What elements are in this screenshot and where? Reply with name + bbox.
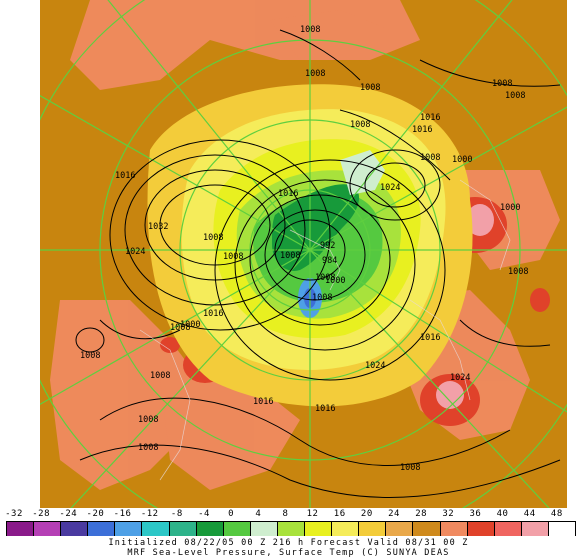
lat-lon-grid xyxy=(40,0,567,508)
colorbar-segment xyxy=(6,522,35,536)
isobar-label: 1016 xyxy=(315,404,335,414)
isobar-label: 1008 xyxy=(280,251,300,261)
colorbar-tick-label: -20 xyxy=(86,509,105,519)
colorbar-tick-label: 28 xyxy=(415,509,428,519)
isobar-label: 1000 xyxy=(180,320,200,330)
colorbar-segment xyxy=(88,522,116,536)
isobar-label: 1024 xyxy=(380,183,400,193)
colorbar-tick-label: -16 xyxy=(113,509,132,519)
footer-title-line: MRF Sea-Level Pressure, Surface Temp (C)… xyxy=(127,548,450,558)
colorbar-area: -32 -28 -24 -20 -16 -12 -8 -4 0 4 8 12 16 20 24 28 32 36 4… xyxy=(0,508,577,558)
colorbar-segment xyxy=(548,522,576,536)
colorbar-tick-label: 20 xyxy=(360,509,373,519)
isobar-label: 992 xyxy=(320,241,335,251)
isobar-label: 1008 xyxy=(312,293,332,303)
isobar-label: 1024 xyxy=(125,247,145,257)
isobar-label: 1008 xyxy=(150,371,170,381)
colorbar-segment xyxy=(169,522,197,536)
colorbar-segment xyxy=(305,522,333,536)
colorbar-segment xyxy=(34,522,62,536)
isobar-label: 1016 xyxy=(115,171,135,181)
footer-init-line: Initialized 08/22/05 00 Z 216 h Forecast… xyxy=(108,538,469,548)
isobar-label: 1008 xyxy=(505,91,525,101)
colorbar-tick-label: 40 xyxy=(496,509,509,519)
colorbar-segment xyxy=(250,522,278,536)
colorbar-tick-label: -24 xyxy=(59,509,78,519)
colorbar-tick-label: -4 xyxy=(198,509,210,519)
colorbar-segment xyxy=(359,522,387,536)
colorbar-tick-label: -12 xyxy=(140,509,159,519)
isobar-label: 1024 xyxy=(450,373,470,383)
isobar-label: 1016 xyxy=(203,309,223,319)
isobar-label: 1016 xyxy=(420,113,440,123)
isobar-label: 1032 xyxy=(148,222,168,232)
pink-spots xyxy=(436,204,494,409)
isobar-label: 1008 xyxy=(138,443,158,453)
isobar-label: 1008 xyxy=(170,323,190,333)
colorbar-segment xyxy=(386,522,414,536)
isobar-label: 1008 xyxy=(203,233,223,243)
colorbar-segment xyxy=(521,522,549,536)
isobar-label: 1016 xyxy=(253,397,273,407)
isobar-label: 1008 xyxy=(315,273,335,283)
colorbar-segment xyxy=(413,522,441,536)
colorbar-tick-label: 36 xyxy=(469,509,482,519)
colorbar-tick-label: -32 xyxy=(5,509,23,519)
isobar-label: 1008 xyxy=(223,252,243,262)
isobar-label: 1008 xyxy=(305,69,325,79)
map-panel: 1008 1008 1008 1008 1008 1008 1016 1016 1000 1016… xyxy=(40,0,567,508)
colorbar-tick-label: 44 xyxy=(523,509,536,519)
colorbar-segment xyxy=(332,522,360,536)
colorbar-segment xyxy=(277,522,306,536)
isobar-label: 1008 xyxy=(492,79,512,89)
colorbar-tick-label: -28 xyxy=(32,509,51,519)
isobar-label: 1016 xyxy=(278,189,298,199)
isobar-label: 1024 xyxy=(365,361,385,371)
dark-green-zone xyxy=(272,184,360,271)
colorbar-tick-label: 4 xyxy=(255,509,262,519)
colorbar-segment xyxy=(223,522,251,536)
colorbar-ticks: -32 -28 -24 -20 -16 -12 -8 -4 0 4 8 12 16 20 24 28 32 36 4… xyxy=(0,508,577,520)
isobar-label: 1008 xyxy=(360,83,380,93)
isobar-label: 1016 xyxy=(420,333,440,343)
isobar-label: 1016 xyxy=(412,125,432,135)
isobar-label: 1008 xyxy=(80,351,100,361)
isobar-label: 1008 xyxy=(400,463,420,473)
isobar-label: 1000 xyxy=(325,276,345,286)
colorbar-segment xyxy=(142,522,170,536)
isobar-label: 984 xyxy=(322,256,337,266)
coastlines xyxy=(139,179,511,481)
isobar-label: 1008 xyxy=(138,415,158,425)
colorbar-tick-label: 16 xyxy=(333,509,346,519)
colorbar-tick-label: 48 xyxy=(550,509,563,519)
colorbar-segment xyxy=(61,522,89,536)
colorbar-segment xyxy=(467,522,495,536)
colorbar-tick-label: 12 xyxy=(306,509,319,519)
colorbar-tick-label: -8 xyxy=(170,509,183,519)
colorbar-tick-label: 32 xyxy=(442,509,455,519)
colorbar-tick-label: 24 xyxy=(388,509,400,519)
colorbar-segment xyxy=(494,522,522,536)
isobar-label: 1008 xyxy=(420,153,440,163)
colorbar xyxy=(6,521,576,536)
isobar-label: 1008 xyxy=(350,120,370,130)
isobar-label: 1008 xyxy=(508,267,528,277)
colorbar-segment xyxy=(115,522,143,536)
isobar-label: 1000 xyxy=(452,155,472,165)
isobar-label: 1000 xyxy=(500,203,520,213)
isobar-label: 1008 xyxy=(300,25,320,35)
colorbar-tick-label: 0 xyxy=(228,509,235,519)
colorbar-segment xyxy=(440,522,468,536)
colorbar-tick-label: 8 xyxy=(282,509,289,519)
isobars xyxy=(75,29,561,498)
colorbar-segment xyxy=(196,522,224,536)
